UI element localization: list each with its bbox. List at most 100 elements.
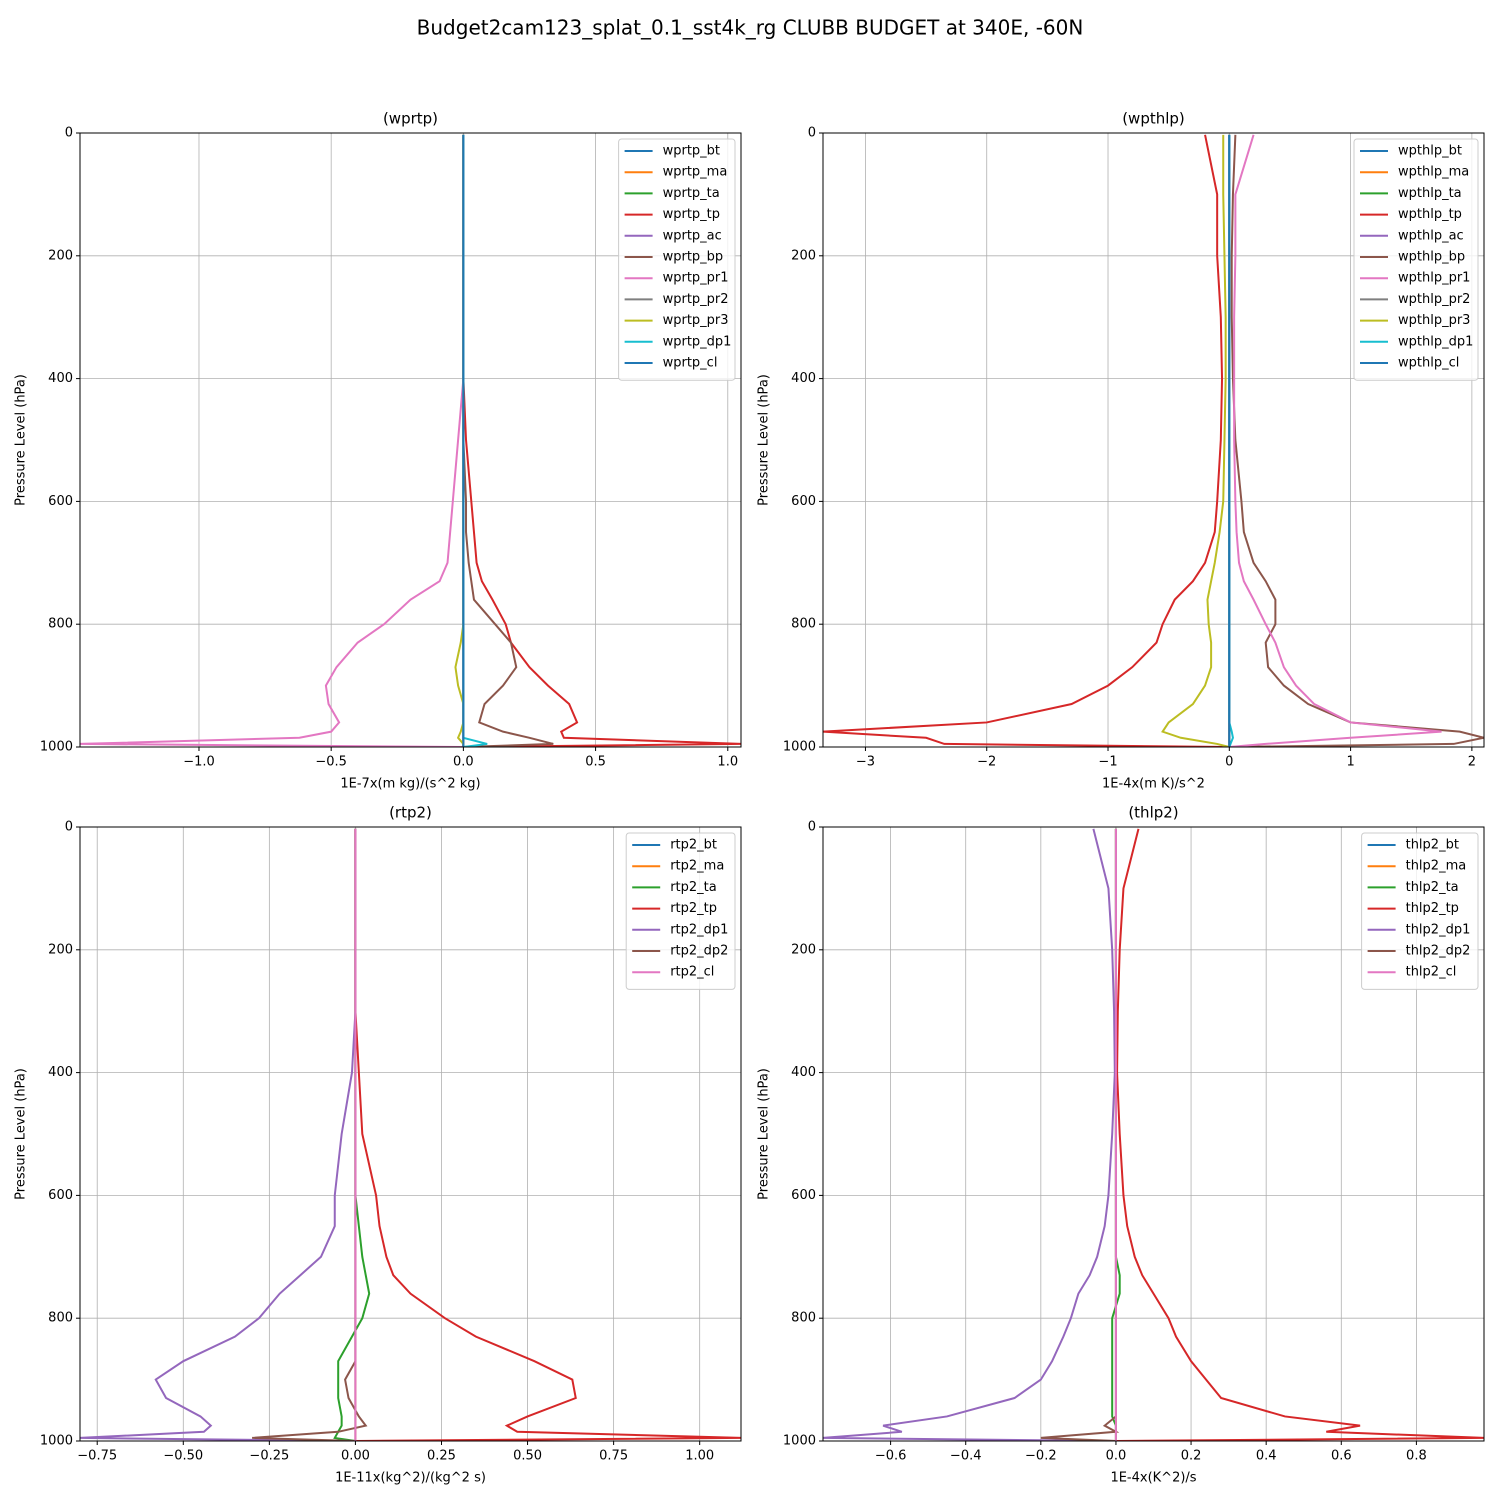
y-tick-label: 800: [48, 1311, 73, 1326]
series-line: [1229, 134, 1442, 747]
series-line: [354, 828, 741, 1441]
x-tick-label: 0.25: [427, 1449, 456, 1464]
y-tick-label: 400: [48, 1065, 73, 1080]
legend-label: wprtp_pr2: [663, 292, 729, 307]
legend-label: wpthlp_pr3: [1398, 313, 1470, 328]
axes-frame: [79, 826, 742, 1442]
x-tick-label: 0.4: [1256, 1449, 1277, 1464]
legend-label: thlp2_bt: [1406, 838, 1459, 853]
series-line: [1161, 134, 1230, 747]
legend: wpthlp_bt wpthlp_ma wpthlp_ta wpthlp_tpwpth…: [1353, 138, 1479, 381]
x-tick-label: 1.0: [717, 755, 738, 770]
y-tick-label: 200: [791, 248, 816, 263]
legend-label: rtp2_tp: [670, 901, 717, 916]
y-tick-label: 600: [791, 494, 816, 509]
y-tick-label: 1000: [783, 1434, 816, 1449]
y-axis-label: Pressure Level (hPa): [14, 1068, 29, 1200]
y-tick-label: 600: [48, 494, 73, 509]
y-tick-label: 1000: [40, 740, 73, 755]
legend-label: thlp2_ma: [1406, 859, 1467, 874]
legend-label: wprtp_ta: [663, 186, 720, 201]
x-tick-label: 0.8: [1406, 1449, 1427, 1464]
x-axis-label: 1E-4x(K^2)/s: [1110, 1471, 1196, 1486]
y-tick-label: 200: [48, 248, 73, 263]
legend-label: wpthlp_ma: [1398, 165, 1469, 180]
legend-label: wpthlp_tp: [1398, 207, 1462, 222]
legend-label: wpthlp_ta: [1398, 186, 1462, 201]
y-tick-label: 200: [791, 942, 816, 957]
legend-label: wprtp_bp: [663, 250, 724, 265]
legend-label: wprtp_ac: [663, 228, 722, 243]
y-tick-label: 600: [791, 1188, 816, 1203]
series-line: [1115, 828, 1484, 1441]
legend-label: rtp2_bt: [670, 838, 717, 853]
x-tick-label: 0.75: [599, 1449, 628, 1464]
y-tick-label: 200: [48, 942, 73, 957]
axes-frame: [79, 132, 742, 748]
legend-label: rtp2_cl: [670, 965, 714, 980]
y-tick-label: 0: [65, 126, 73, 141]
y-tick-label: 0: [808, 126, 816, 141]
legend-label: wpthlp_dp1: [1398, 334, 1473, 349]
x-tick-label: −2: [977, 755, 996, 770]
axes-frame: [822, 132, 1485, 748]
legend-label: thlp2_ta: [1406, 880, 1459, 895]
y-axis-label: Pressure Level (hPa): [14, 374, 29, 506]
legend-label: wpthlp_pr1: [1398, 271, 1470, 286]
series-line: [80, 828, 357, 1441]
subplot: (wprtp) −1.0 −0.5 0.0 0.5 1.0 0 200 400 600 800 100…: [14, 110, 742, 792]
x-tick-label: 0.50: [513, 1449, 542, 1464]
legend-label: wprtp_cl: [663, 356, 718, 371]
y-axis-label: Pressure Level (hPa): [757, 1068, 772, 1200]
legend-label: wprtp_ma: [663, 165, 728, 180]
legend-label: wpthlp_pr2: [1398, 292, 1470, 307]
legend-label: thlp2_dp2: [1406, 944, 1471, 959]
subplot-title: (wpthlp): [1122, 110, 1185, 128]
legend-label: wprtp_tp: [663, 207, 720, 222]
x-axis-label: 1E-7x(m kg)/(s^2 kg): [340, 777, 480, 792]
x-tick-label: 0.2: [1181, 1449, 1202, 1464]
x-tick-label: 0.5: [585, 755, 606, 770]
x-tick-label: 0.0: [1106, 1449, 1127, 1464]
legend: thlp2_bt thlp2_ma thlp2_ta thlp2_tp thlp2_dp…: [1361, 832, 1479, 990]
legend-label: wpthlp_bp: [1398, 250, 1465, 265]
y-tick-label: 600: [48, 1188, 73, 1203]
y-axis-label: Pressure Level (hPa): [757, 374, 772, 506]
legend-label: rtp2_ma: [670, 859, 724, 874]
series-line: [1229, 134, 1484, 747]
figure-title: Budget2cam123_splat_0.1_sst4k_rg CLUBB B…: [417, 16, 1084, 40]
legend-label: rtp2_dp1: [670, 922, 728, 937]
y-tick-label: 0: [808, 820, 816, 835]
legend-label: thlp2_cl: [1406, 965, 1457, 980]
x-tick-label: 1.00: [685, 1449, 714, 1464]
legend-label: rtp2_ta: [670, 880, 717, 895]
x-axis-label: 1E-11x(kg^2)/(kg^2 s): [335, 1471, 486, 1486]
x-tick-label: −0.25: [249, 1449, 289, 1464]
y-tick-label: 800: [791, 617, 816, 632]
x-tick-label: −0.2: [1025, 1449, 1057, 1464]
series-line: [823, 134, 1230, 747]
subplot: (thlp2) −0.6 −0.4 −0.2 0.0 0.2 0.4 0.6 0.8 0 200 40…: [757, 804, 1485, 1486]
y-tick-label: 0: [65, 820, 73, 835]
subplot: (rtp2) −0.75 −0.50 −0.25 0.00 0.25 0.50 0.75 1.0…: [14, 804, 742, 1486]
x-tick-label: 2: [1468, 755, 1476, 770]
x-axis-label: 1E-4x(m K)/s^2: [1102, 777, 1205, 792]
legend: rtp2_bt rtp2_ma rtp2_ta rtp2_tp rtp2_dp1 rtp2…: [625, 832, 736, 990]
x-tick-label: 1: [1346, 755, 1354, 770]
legend-label: wpthlp_ac: [1398, 228, 1464, 243]
legend: wprtp_bt wprtp_ma wprtp_ta wprtp_tp wprtp_ac…: [618, 138, 736, 381]
y-tick-label: 800: [48, 617, 73, 632]
x-tick-label: 0.00: [341, 1449, 370, 1464]
legend-label: wprtp_pr1: [663, 271, 729, 286]
legend-label: thlp2_tp: [1406, 901, 1459, 916]
y-tick-label: 400: [48, 371, 73, 386]
subplot-title: (wprtp): [383, 110, 438, 128]
legend-label: thlp2_dp1: [1406, 922, 1471, 937]
series-line: [823, 828, 1116, 1441]
x-tick-label: −0.5: [315, 755, 347, 770]
x-tick-label: −0.6: [875, 1449, 907, 1464]
legend-label: rtp2_dp2: [670, 944, 728, 959]
